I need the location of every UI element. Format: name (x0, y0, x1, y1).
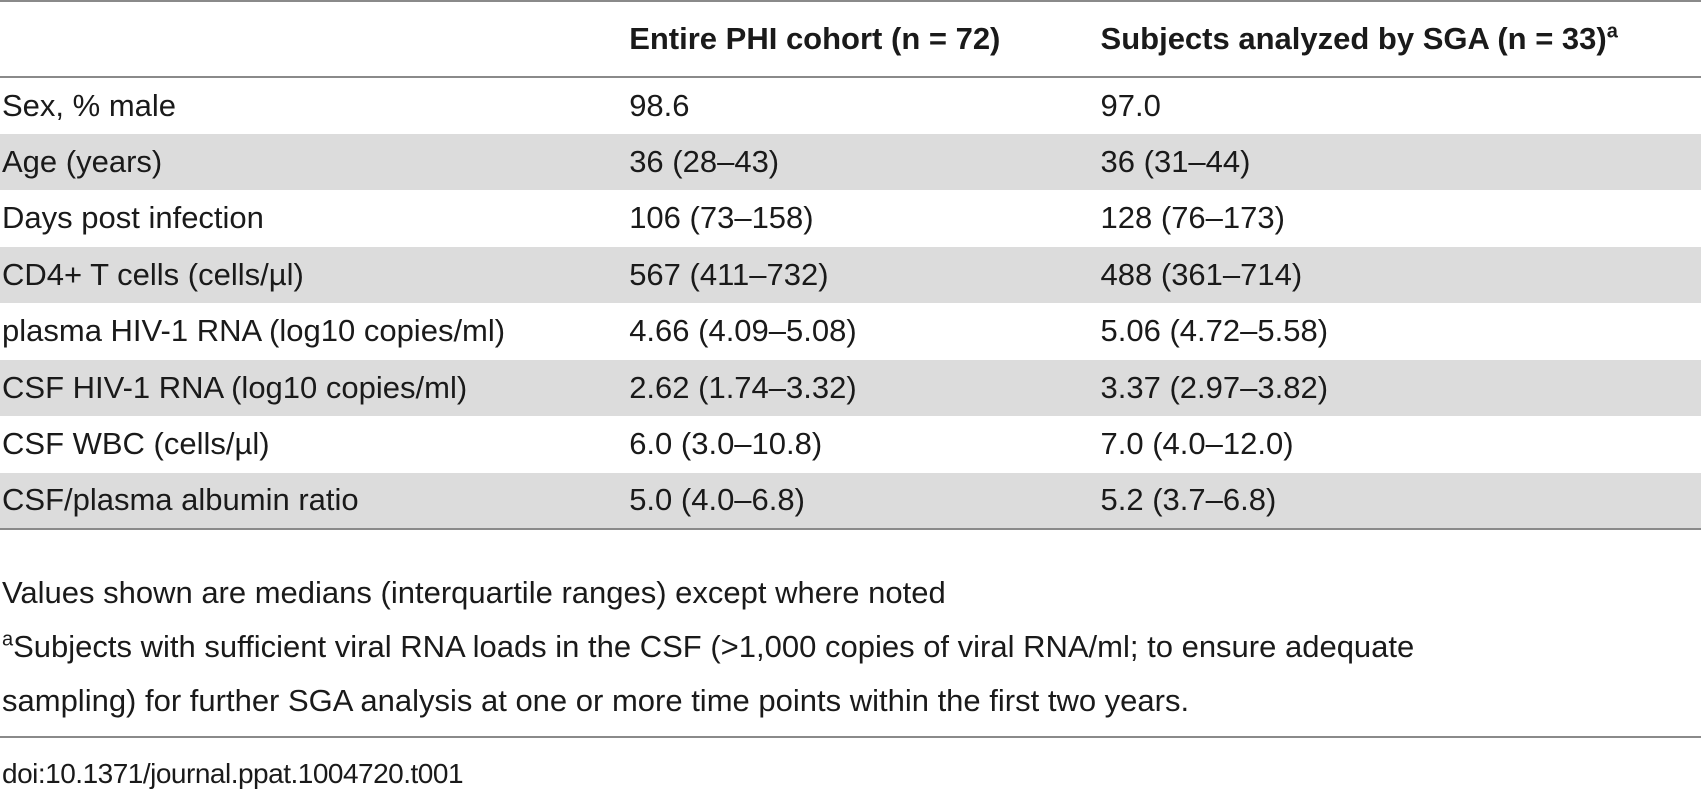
cell-sga-subjects: 7.0 (4.0–12.0) (1100, 426, 1294, 462)
cell-sga-subjects: 3.37 (2.97–3.82) (1100, 369, 1329, 405)
table-row: Age (years) 36 (28–43) 36 (31–44) (0, 133, 1701, 190)
cell-sga-subjects: 97.0 (1100, 87, 1161, 123)
cell-entire-cohort: 2.62 (1.74–3.32) (629, 369, 857, 405)
row-label: CD4+ T cells (cells/µl) (2, 256, 304, 292)
table-row: CSF HIV-1 RNA (log10 copies/ml) 2.62 (1.… (0, 359, 1701, 416)
table-row: CSF/plasma albumin ratio 5.0 (4.0–6.8) 5… (0, 472, 1701, 529)
cell-sga-subjects: 36 (31–44) (1100, 143, 1251, 179)
cell-sga-subjects: 5.06 (4.72–5.58) (1100, 313, 1329, 349)
table-body: Sex, % male 98.6 97.0 Age (years) 36 (28… (0, 77, 1701, 529)
table-footnotes: Values shown are medians (interquartile … (2, 566, 1692, 728)
footnote-a-text-line1: Subjects with sufficient viral RNA loads… (13, 629, 1415, 664)
cell-sga-subjects: 5.2 (3.7–6.8) (1100, 482, 1277, 518)
footnote-medians: Values shown are medians (interquartile … (2, 575, 946, 610)
footnote-a-continued: sampling) for further SGA analysis at on… (2, 683, 1190, 718)
cell-entire-cohort: 106 (73–158) (629, 200, 814, 236)
table-row: Days post infection 106 (73–158) 128 (76… (0, 190, 1701, 247)
cell-entire-cohort: 4.66 (4.09–5.08) (629, 313, 857, 349)
doi-link[interactable]: doi:10.1371/journal.ppat.1004720.t001 (2, 758, 464, 789)
header-entire-cohort-text: Entire PHI cohort (n = 72) (629, 21, 1001, 56)
cell-entire-cohort: 567 (411–732) (629, 256, 829, 292)
table-row: plasma HIV-1 RNA (log10 copies/ml) 4.66 … (0, 303, 1701, 360)
header-sga-subjects: Subjects analyzed by SGA (n = 33)a (1101, 1, 1701, 77)
header-entire-cohort: Entire PHI cohort (n = 72) (629, 1, 1100, 77)
footnote-a: aSubjects with sufficient viral RNA load… (2, 620, 1692, 674)
table-row: CD4+ T cells (cells/µl) 567 (411–732) 48… (0, 246, 1701, 303)
data-table: Entire PHI cohort (n = 72) Subjects anal… (0, 1, 1701, 529)
row-label: Days post infection (2, 200, 264, 236)
cell-entire-cohort: 98.6 (629, 87, 690, 123)
cell-entire-cohort: 6.0 (3.0–10.8) (629, 426, 823, 462)
cell-sga-subjects: 488 (361–714) (1100, 256, 1303, 292)
doi-divider (0, 736, 1701, 738)
header-sga-subjects-text: Subjects analyzed by SGA (n = 33) (1100, 21, 1607, 56)
footnote-a-marker: a (2, 628, 14, 651)
table-row: Sex, % male 98.6 97.0 (0, 77, 1701, 134)
header-label (0, 1, 629, 77)
row-label: Age (years) (2, 143, 163, 179)
row-label: CSF WBC (cells/µl) (2, 426, 270, 462)
cell-entire-cohort: 36 (28–43) (629, 143, 780, 179)
cell-entire-cohort: 5.0 (4.0–6.8) (629, 482, 805, 518)
table-row: CSF WBC (cells/µl) 6.0 (3.0–10.8) 7.0 (4… (0, 416, 1701, 473)
footnote-marker: a (1606, 20, 1618, 43)
row-label: plasma HIV-1 RNA (log10 copies/ml) (2, 313, 506, 349)
row-label: CSF HIV-1 RNA (log10 copies/ml) (2, 369, 468, 405)
row-label: CSF/plasma albumin ratio (2, 482, 359, 518)
header-row: Entire PHI cohort (n = 72) Subjects anal… (0, 1, 1701, 77)
row-label: Sex, % male (2, 87, 177, 123)
cell-sga-subjects: 128 (76–173) (1100, 200, 1285, 236)
table-header: Entire PHI cohort (n = 72) Subjects anal… (0, 1, 1701, 77)
